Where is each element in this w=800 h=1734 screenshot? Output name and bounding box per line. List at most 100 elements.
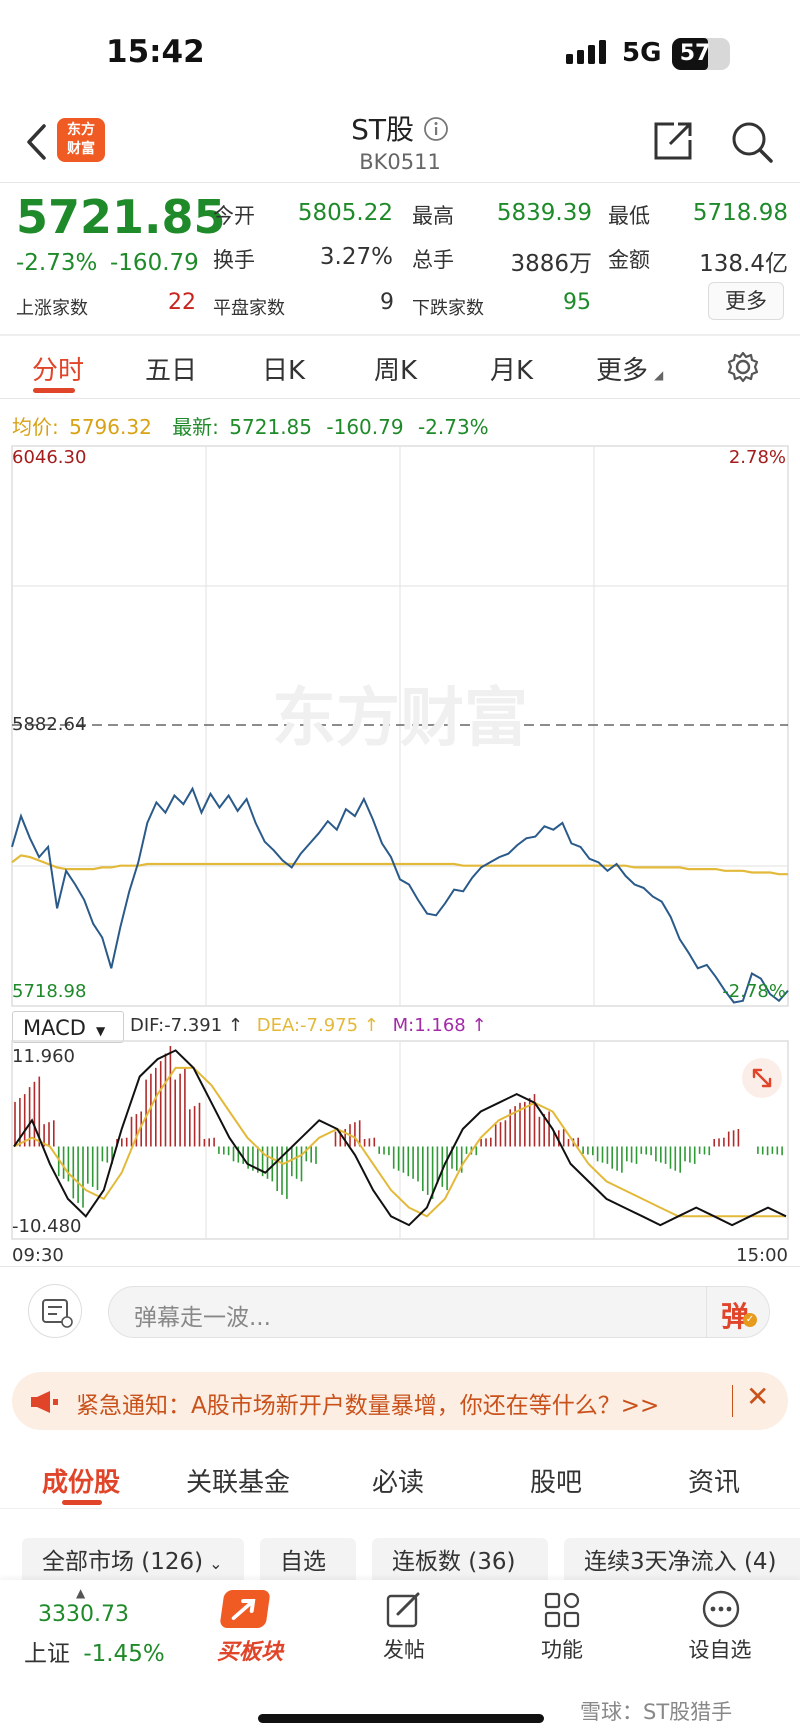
active-tab-indicator: [33, 388, 75, 393]
low-label: 最低: [608, 204, 650, 228]
tab-news[interactable]: 资讯: [688, 1468, 741, 1498]
amount-label: 金额: [608, 248, 650, 272]
buy-sector-label[interactable]: 买板块: [216, 1640, 283, 1665]
price-line: [11, 786, 789, 1004]
tab-monthly-k[interactable]: 月K: [490, 356, 534, 386]
change-percent: -2.73%: [16, 250, 98, 276]
tab-five-day[interactable]: 五日: [145, 356, 198, 386]
filter-watchlist[interactable]: 自选: [260, 1538, 356, 1586]
latest-value: 5721.85: [229, 415, 313, 439]
tab-daily-k[interactable]: 日K: [262, 356, 306, 386]
page-title: ST股: [0, 108, 800, 148]
footer-watermark: 雪球：ST股猎手: [580, 1700, 733, 1724]
filter-all-markets[interactable]: 全部市场 (126) ⌄: [22, 1538, 244, 1586]
buy-sector-icon[interactable]: [219, 1590, 271, 1628]
high-value: 5839.39: [496, 200, 592, 226]
notice-divider: [732, 1385, 733, 1417]
macd-min-label: -10.480: [12, 1216, 82, 1237]
chat-list-icon[interactable]: [28, 1284, 82, 1338]
sector-code: BK0511: [359, 150, 441, 174]
m-value: M:1.168 ↑: [392, 1015, 487, 1036]
add-watchlist-label[interactable]: 设自选: [688, 1638, 752, 1662]
pct-min-label: -2.78%: [722, 981, 786, 1002]
latest-change: -160.79: [326, 415, 404, 439]
tab-must-read[interactable]: 必读: [372, 1468, 425, 1498]
open-value: 5805.22: [297, 200, 393, 226]
megaphone-icon: [31, 1391, 58, 1413]
index-summary[interactable]: 上证 -1.45%: [24, 1634, 165, 1668]
tab-forum[interactable]: 股吧: [530, 1468, 583, 1498]
flat-count: 9: [380, 290, 394, 315]
latest-label: 最新:: [172, 415, 219, 439]
filter-net-inflow[interactable]: 连续3天净流入 (4): [564, 1538, 800, 1586]
turnover-label: 换手: [213, 248, 255, 272]
battery-icon: 57: [672, 38, 730, 70]
settings-gear-icon[interactable]: [726, 350, 760, 384]
notice-banner[interactable]: [12, 1372, 788, 1430]
open-label: 今开: [213, 204, 255, 228]
index-value[interactable]: 3330.73: [38, 1602, 129, 1627]
macd-max-label: 11.960: [12, 1046, 75, 1067]
macd-legend: DIF:-7.391 ↑ DEA:-7.975 ↑ M:1.168 ↑: [130, 1015, 487, 1036]
up-arrow-icon: ▲: [76, 1586, 86, 1600]
post-label[interactable]: 发帖: [383, 1638, 425, 1662]
search-icon[interactable]: [730, 120, 774, 164]
dea-line: [13, 1066, 786, 1218]
close-icon[interactable]: ✕: [746, 1380, 770, 1413]
macd-histogram: [14, 1046, 783, 1208]
dif-value: DIF:-7.391 ↑: [130, 1015, 244, 1036]
danmu-input[interactable]: [108, 1286, 770, 1338]
share-icon[interactable]: [652, 120, 694, 162]
tab-weekly-k[interactable]: 周K: [374, 356, 418, 386]
network-type: 5G: [622, 38, 662, 68]
home-indicator[interactable]: [258, 1714, 544, 1723]
down-count: 95: [563, 290, 591, 315]
time-end-label: 15:00: [736, 1245, 788, 1266]
indicator-select[interactable]: MACD ▼: [12, 1011, 124, 1043]
flat-count-label: 平盘家数: [213, 298, 285, 319]
intraday-price-chart[interactable]: 东方财富: [0, 445, 800, 1007]
volume-value: 3886万: [510, 251, 592, 277]
price-legend: 均价: 5796.32 最新: 5721.85 -160.79 -2.73%: [12, 411, 489, 440]
latest-pct: -2.73%: [417, 415, 489, 439]
functions-label[interactable]: 功能: [541, 1638, 583, 1662]
y-min-label: 5718.98: [12, 981, 87, 1002]
watermark-text: 东方财富: [272, 682, 528, 756]
more-button[interactable]: 更多: [708, 282, 784, 320]
tab-more[interactable]: 更多 ◢: [596, 356, 664, 386]
volume-label: 总手: [412, 248, 454, 272]
bottom-tab-indicator: [62, 1500, 102, 1505]
compose-icon[interactable]: [384, 1590, 424, 1630]
expand-icon[interactable]: [742, 1058, 782, 1098]
notice-text[interactable]: 紧急通知：A股市场新开户数量暴增，你还在等什么？>>: [76, 1393, 660, 1419]
chevron-down-icon: ▼: [95, 1024, 106, 1038]
check-badge-icon: ✓: [743, 1313, 757, 1327]
avg-value: 5796.32: [69, 415, 152, 439]
avg-label: 均价:: [12, 415, 59, 439]
more-dots-icon[interactable]: [700, 1588, 742, 1630]
time-start-label: 09:30: [12, 1245, 64, 1266]
danmu-button[interactable]: 弹 ✓: [706, 1287, 769, 1337]
high-label: 最高: [412, 204, 454, 228]
turnover-value: 3.27%: [319, 244, 393, 270]
down-count-label: 下跌家数: [412, 298, 484, 319]
tab-related-funds[interactable]: 关联基金: [186, 1468, 291, 1498]
macd-chart[interactable]: [0, 1040, 800, 1240]
info-icon[interactable]: [423, 116, 449, 142]
back-icon[interactable]: [24, 122, 50, 162]
grid-apps-icon[interactable]: [542, 1590, 582, 1630]
dea-value: DEA:-7.975 ↑: [256, 1015, 379, 1036]
low-value: 5718.98: [692, 200, 788, 226]
chevron-down-icon: ⌄: [209, 1554, 223, 1573]
index-change: -1.45%: [83, 1641, 165, 1667]
dif-line: [13, 1049, 787, 1227]
y-max-label: 6046.30: [12, 447, 87, 468]
pct-max-label: 2.78%: [728, 447, 786, 468]
tab-constituents[interactable]: 成份股: [42, 1468, 121, 1498]
filter-consecutive-limit[interactable]: 连板数 (36): [372, 1538, 548, 1586]
reference-label: 5882.64: [12, 714, 87, 735]
amount-value: 138.4亿: [699, 251, 788, 277]
dropdown-triangle-icon: ◢: [654, 368, 664, 382]
tab-intraday[interactable]: 分时: [32, 356, 85, 386]
up-count-label: 上涨家数: [16, 298, 88, 319]
